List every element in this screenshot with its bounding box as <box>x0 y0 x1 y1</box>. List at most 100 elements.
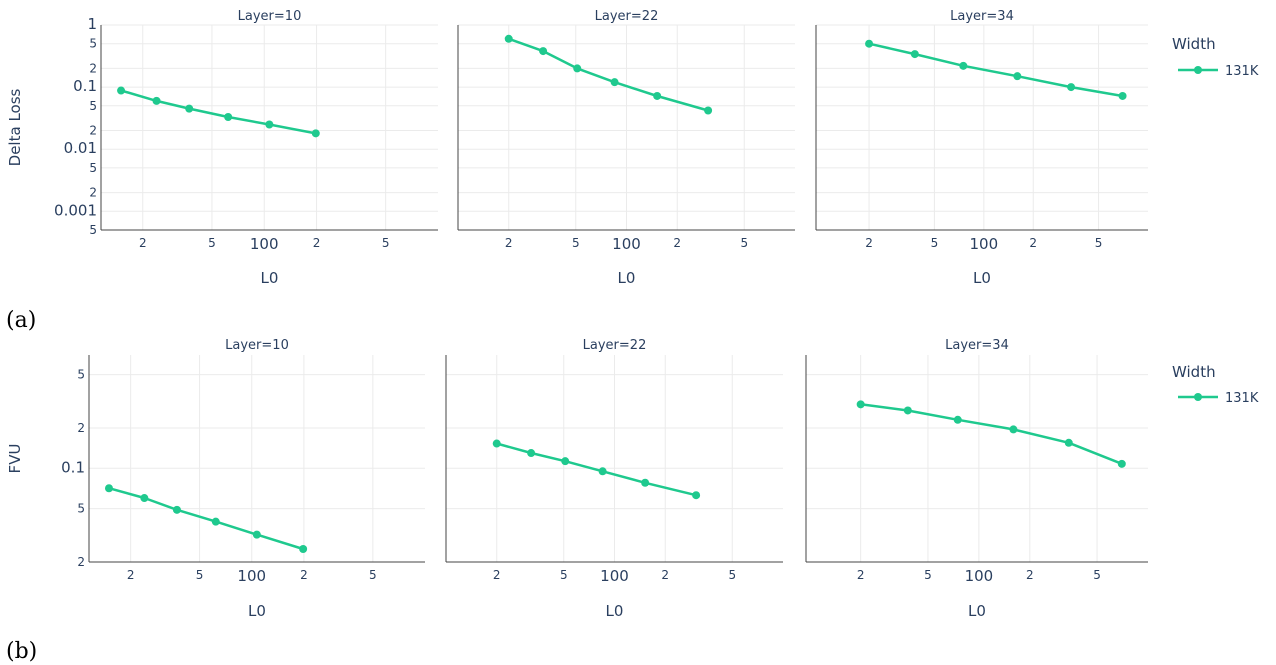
data-point <box>252 530 261 539</box>
x-tick-label: 5 <box>1093 568 1101 582</box>
panel-title: Layer=34 <box>945 338 1009 353</box>
legend: Width 131K <box>1172 363 1259 406</box>
y-tick-label: 1 <box>87 15 97 33</box>
data-point <box>641 478 650 487</box>
panel-title: Layer=34 <box>950 9 1014 24</box>
data-point <box>903 406 912 415</box>
series-line-131K <box>508 37 709 112</box>
data-point <box>311 129 320 138</box>
x-tick-label: 5 <box>728 568 736 582</box>
x-tick-label: 2 <box>865 236 873 250</box>
x-tick-label: 2 <box>673 236 681 250</box>
y-tick-label: 0.001 <box>54 201 97 219</box>
data-point <box>117 86 126 95</box>
x-tick-label: 5 <box>208 236 216 250</box>
caption-b: (b) <box>6 639 37 664</box>
series-line-131K <box>120 89 317 135</box>
data-point <box>265 120 274 129</box>
x-tick-label: 5 <box>931 236 939 250</box>
legend-marker-icon <box>1194 393 1202 401</box>
x-tick-label: 2 <box>505 236 513 250</box>
y-tick-label: 2 <box>89 61 97 75</box>
data-point <box>1009 425 1018 434</box>
panel-1-2: 2 5 100 2 5 Layer=22 L0 <box>457 9 795 287</box>
x-tick-label: 2 <box>127 568 135 582</box>
y-tick-label: 2 <box>89 186 97 200</box>
x-tick-label: 2 <box>313 236 321 250</box>
data-point <box>910 50 919 59</box>
x-axis-title: L0 <box>606 602 624 620</box>
x-tick-label: 2 <box>1026 568 1034 582</box>
data-point <box>692 491 701 500</box>
panel-title: Layer=10 <box>225 338 289 353</box>
data-point <box>561 457 570 466</box>
data-point <box>504 34 513 43</box>
data-point <box>573 64 582 73</box>
data-point <box>1064 438 1073 447</box>
legend-title: Width <box>1172 363 1216 381</box>
x-axis-title: L0 <box>248 602 266 620</box>
data-point <box>172 505 181 514</box>
data-point <box>1118 91 1127 100</box>
x-tick-label: 2 <box>857 568 865 582</box>
data-point <box>211 517 220 526</box>
y-tick-label: 2 <box>77 555 85 569</box>
x-tick-label: 5 <box>560 568 568 582</box>
data-point <box>1013 72 1022 81</box>
x-tick-label: 5 <box>196 568 204 582</box>
legend-marker-icon <box>1194 66 1202 74</box>
legend-label: 131K <box>1225 64 1259 79</box>
legend: Width 131K <box>1172 35 1259 79</box>
x-axis-title: L0 <box>968 602 986 620</box>
data-point <box>704 106 713 115</box>
series-line-131K <box>860 403 1123 465</box>
x-tick-label: 5 <box>369 568 377 582</box>
data-point <box>104 484 113 493</box>
data-point <box>610 78 619 87</box>
data-point <box>140 494 149 503</box>
y-tick-label: 2 <box>89 124 97 138</box>
y-tick-label: 5 <box>77 368 85 382</box>
x-tick-label: 5 <box>572 236 580 250</box>
panel-2-1: 5 2 0.1 5 2 2 5 100 2 5 Layer=10 L0 <box>61 338 425 620</box>
x-tick-label: 5 <box>924 568 932 582</box>
y-tick-label: 0.1 <box>73 77 97 95</box>
x-tick-label: 2 <box>1029 236 1037 250</box>
x-axis-title: L0 <box>261 269 279 287</box>
x-tick-label: 100 <box>250 235 279 253</box>
data-point <box>598 467 607 476</box>
data-point <box>492 439 501 448</box>
x-tick-label: 2 <box>661 568 669 582</box>
data-point <box>152 96 161 105</box>
data-point <box>959 61 968 70</box>
data-point <box>856 400 865 409</box>
data-point <box>1117 459 1126 468</box>
x-tick-label: 5 <box>382 236 390 250</box>
y-tick-label: 5 <box>89 223 97 237</box>
x-tick-label: 5 <box>740 236 748 250</box>
panel-title: Layer=10 <box>238 9 302 24</box>
x-tick-label: 5 <box>1095 236 1103 250</box>
x-tick-label: 100 <box>970 235 999 253</box>
data-point <box>299 545 308 554</box>
panel-title: Layer=22 <box>595 9 659 24</box>
legend-label: 131K <box>1225 391 1259 406</box>
data-point <box>1067 83 1076 92</box>
panel-title: Layer=22 <box>583 338 647 353</box>
y-axis-title: FVU <box>6 444 24 474</box>
x-tick-label: 2 <box>493 568 501 582</box>
data-point <box>953 415 962 424</box>
x-axis-title: L0 <box>973 269 991 287</box>
y-tick-label: 5 <box>89 161 97 175</box>
y-tick-label: 5 <box>77 502 85 516</box>
x-tick-label: 2 <box>300 568 308 582</box>
y-tick-label: 0.01 <box>64 139 97 157</box>
legend-item-131K[interactable]: 131K <box>1178 391 1259 406</box>
series-line-131K <box>868 42 1123 98</box>
panel-2-2: 2 5 100 2 5 Layer=22 L0 <box>445 338 783 620</box>
legend-item-131K[interactable]: 131K <box>1178 64 1259 79</box>
